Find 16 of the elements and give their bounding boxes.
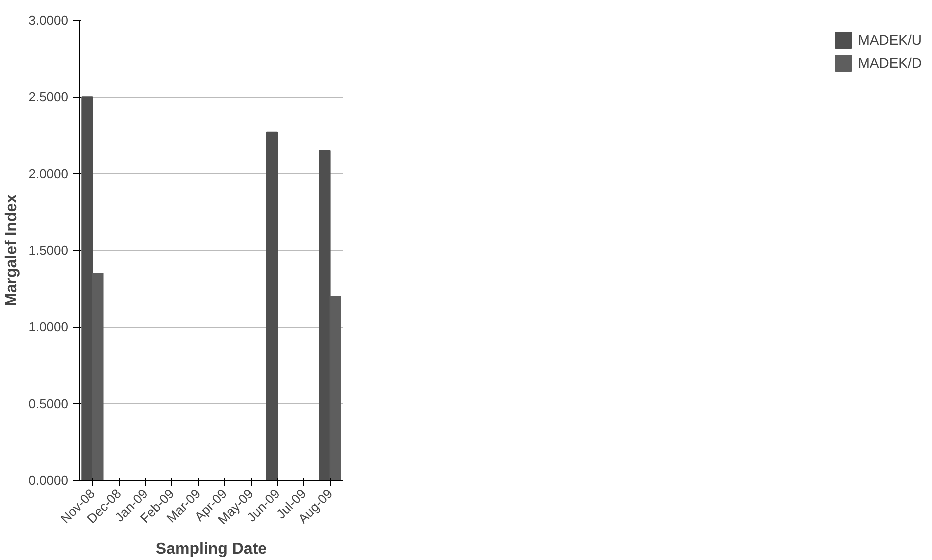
bar xyxy=(92,273,104,480)
y-axis-title: Margalef Index xyxy=(4,194,21,307)
y-tick-label: 0.5000 xyxy=(28,396,69,412)
y-tick-label: 2.0000 xyxy=(28,166,69,182)
y-tick-label: 0.0000 xyxy=(28,473,69,488)
y-tick-label: 1.5000 xyxy=(28,243,69,258)
bar xyxy=(82,96,94,480)
y-tick-label: 1.0000 xyxy=(28,320,69,335)
y-tick-label: 3.0000 xyxy=(28,13,69,28)
bar xyxy=(266,132,278,480)
legend-label: MADEK/U xyxy=(858,32,922,48)
y-tick-label: 2.5000 xyxy=(28,90,69,105)
x-axis-title: Sampling Date xyxy=(156,540,268,558)
bar xyxy=(319,150,331,480)
bar xyxy=(330,296,342,480)
legend-label: MADEK/D xyxy=(858,55,922,71)
